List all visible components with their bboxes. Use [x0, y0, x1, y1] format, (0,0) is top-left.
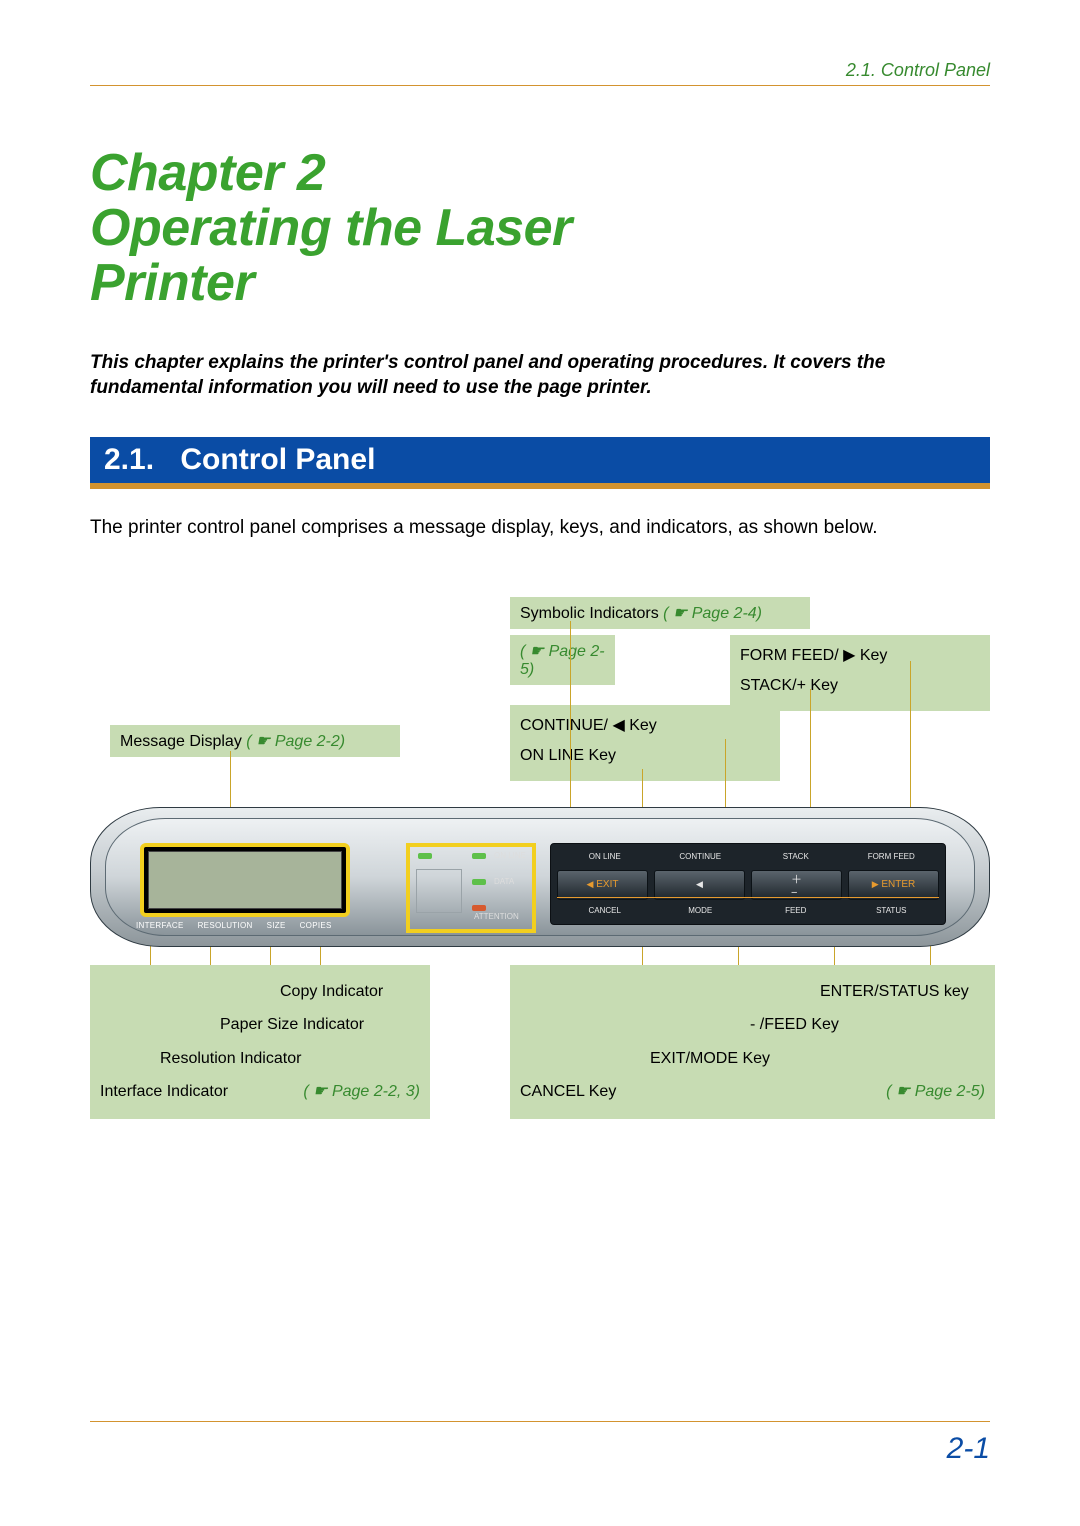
callout-exit: EXIT/MODE Key: [520, 1042, 985, 1076]
exit-label: EXIT: [596, 879, 618, 890]
triangle-left-icon: ◀: [696, 879, 703, 890]
lcd-screen: [148, 851, 342, 909]
key-row: ◀ EXIT ◀ ＋− ▶ ENTER: [557, 870, 939, 900]
callout-topclip-ref: Page 2-5: [510, 635, 615, 685]
page-ref[interactable]: Page 2-2: [246, 733, 345, 750]
button-strip: ON LINE CONTINUE STACK FORM FEED ◀ EXIT …: [550, 843, 946, 925]
callout-enter: ENTER/STATUS key: [520, 975, 985, 1009]
page-ref[interactable]: Page 2-5: [520, 643, 605, 678]
chapter-intro: This chapter explains the printer's cont…: [90, 351, 990, 400]
chapter-line1: Chapter 2: [90, 144, 325, 202]
stack-key[interactable]: ＋−: [751, 870, 842, 900]
message-display: [140, 843, 350, 917]
plus-icon: ＋−: [791, 871, 802, 899]
callout-cancel: CANCEL Key: [520, 1083, 616, 1100]
button-top-labels: ON LINE CONTINUE STACK FORM FEED: [557, 848, 939, 866]
page-ref[interactable]: Page 2-5: [886, 1075, 985, 1109]
formfeed-key[interactable]: ▶ ENTER: [848, 870, 939, 900]
enter-label: ENTER: [881, 879, 915, 890]
key-label: STATUS: [844, 906, 940, 915]
control-panel-diagram: Message Display Page 2-2 Symbolic Indica…: [90, 589, 990, 1179]
label-size: SIZE: [267, 921, 286, 930]
key-label: ON LINE: [557, 852, 653, 861]
printer-panel-inner: INTERFACE RESOLUTION SIZE COPIES ON LINE…: [105, 818, 975, 936]
callout-online: ON LINE Key: [520, 741, 770, 771]
chapter-title: Chapter 2 Operating the Laser Printer: [90, 146, 990, 311]
callout-form-feed: FORM FEED/ ▶ Key: [740, 641, 980, 671]
chapter-line2: Operating the Laser: [90, 199, 572, 257]
callout-symbolic-text: Symbolic Indicators: [520, 605, 659, 622]
callout-interface: Interface Indicator: [100, 1083, 228, 1100]
callout-papersize: Paper Size Indicator: [100, 1008, 420, 1042]
led-icon: [418, 853, 432, 859]
callout-symbolic: Symbolic Indicators Page 2-4: [510, 597, 810, 629]
printer-panel: INTERFACE RESOLUTION SIZE COPIES ON LINE…: [90, 807, 990, 947]
sym-attention: ATTENTION: [474, 912, 519, 921]
under-lcd-labels: INTERFACE RESOLUTION SIZE COPIES: [136, 921, 332, 930]
callout-bottom-right-group: ENTER/STATUS key - /FEED Key EXIT/MODE K…: [510, 965, 995, 1119]
symbolic-indicator-cluster: ON LINE DATA ATTENTION: [406, 843, 536, 933]
sym-data: DATA: [494, 877, 514, 886]
callout-topright-group: FORM FEED/ ▶ Key STACK/+ Key: [730, 635, 990, 712]
sym-online: ON LINE: [494, 851, 526, 860]
section-body: The printer control panel comprises a me…: [90, 517, 990, 539]
label-resolution: RESOLUTION: [198, 921, 253, 930]
mini-icon: [416, 869, 462, 913]
key-label: STACK: [748, 852, 844, 861]
callout-copy: Copy Indicator: [100, 975, 420, 1009]
callout-stack: STACK/+ Key: [740, 671, 980, 701]
led-icon: [472, 879, 486, 885]
page-number: 2-1: [947, 1432, 990, 1465]
callout-bottom-left-group: Copy Indicator Paper Size Indicator Reso…: [90, 965, 430, 1119]
divider: [557, 897, 939, 898]
callout-continue: CONTINUE/ ◀ Key: [520, 711, 770, 741]
chapter-line3: Printer: [90, 254, 254, 312]
key-label: CANCEL: [557, 906, 653, 915]
callout-resolution: Resolution Indicator: [100, 1042, 420, 1076]
callout-mid-group: CONTINUE/ ◀ Key ON LINE Key: [510, 705, 780, 782]
page-ref[interactable]: Page 2-4: [663, 605, 762, 622]
callout-feed: - /FEED Key: [520, 1008, 985, 1042]
page-footer: 2-1: [90, 1421, 990, 1466]
callout-message-display-text: Message Display: [120, 733, 242, 750]
triangle-right-icon: ▶: [872, 879, 879, 890]
label-copies: COPIES: [300, 921, 332, 930]
triangle-left-icon: ◀: [587, 879, 594, 890]
callout-message-display: Message Display Page 2-2: [110, 725, 400, 757]
key-label: MODE: [653, 906, 749, 915]
key-label: FEED: [748, 906, 844, 915]
key-label: CONTINUE: [653, 852, 749, 861]
label-interface: INTERFACE: [136, 921, 184, 930]
section-number: 2.1.: [104, 443, 154, 476]
online-key[interactable]: ◀ EXIT: [557, 870, 648, 900]
section-heading-bar: 2.1. Control Panel: [90, 437, 990, 489]
page-ref[interactable]: Page 2-2, 3: [303, 1075, 420, 1109]
section-title: Control Panel: [180, 443, 375, 476]
led-icon: [472, 905, 486, 911]
continue-key[interactable]: ◀: [654, 870, 745, 900]
running-header: 2.1. Control Panel: [90, 60, 990, 86]
key-label: FORM FEED: [844, 852, 940, 861]
led-icon: [472, 853, 486, 859]
button-bottom-labels: CANCEL MODE FEED STATUS: [557, 902, 939, 920]
